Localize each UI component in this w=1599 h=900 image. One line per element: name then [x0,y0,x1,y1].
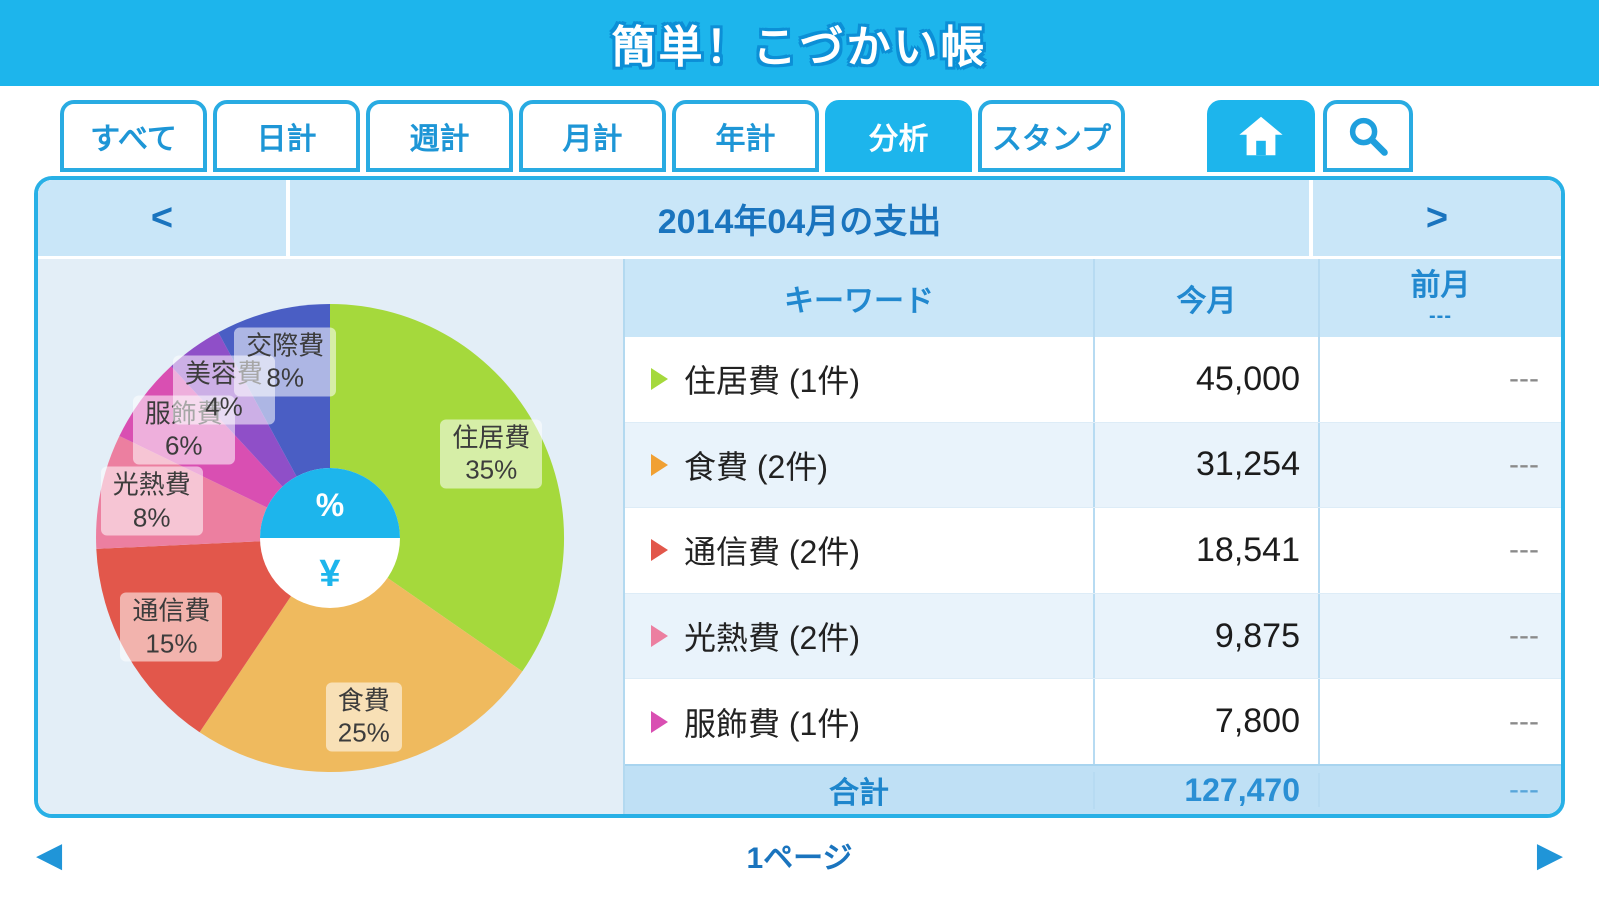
table-row-utilities[interactable]: 光熱費 (2件) 9,875 --- [625,592,1561,679]
col-header-this-month: 今月 [1093,259,1318,337]
tab-stamp[interactable]: スタンプ [978,100,1125,172]
total-label: 合計 [829,777,889,810]
home-icon [1239,116,1283,156]
analysis-panel: < 2014年04月の支出 > % ¥ 住居費 35% 食費 25% 通信費 15% 光熱費 8… [34,176,1565,818]
app-header: 簡単！こづかい帳 [0,0,1599,86]
pie-label-food: 食費 25% [325,682,402,752]
col-header-keyword: キーワード [784,285,934,318]
category-label: 食費 (2件) [684,448,829,485]
pie-slice-food[interactable] [199,538,523,773]
category-cell: 通信費 (2件) [625,508,1093,593]
table-body: 住居費 (1件) 45,000 --- 食費 (2件) 31,254 --- 通信費 (2件… [625,337,1561,764]
yen-toggle-label[interactable]: ¥ [319,553,340,595]
category-label: 通信費 (2件) [684,534,861,571]
search-icon [1349,117,1388,156]
category-label: 服飾費 (1件) [684,705,861,742]
table-row-clothing[interactable]: 服飾費 (1件) 7,800 --- [625,678,1561,764]
next-month-button[interactable]: > [1313,180,1561,256]
tab-home[interactable] [1207,100,1315,172]
category-cell: 食費 (2件) [625,423,1093,508]
table-row-communication[interactable]: 通信費 (2件) 18,541 --- [625,507,1561,593]
category-label: 住居費 (1件) [684,363,861,400]
panel-content: %¥ 住居費35%食費25%通信費15%光熱費8%服飾費6%美容費4%交際費8%… [38,256,1561,814]
last-month-amount: --- [1318,422,1561,508]
last-month-amount: --- [1318,679,1561,764]
this-month-amount: 7,800 [1093,679,1318,764]
table-footer: 合計 127,470 --- [625,764,1561,814]
table-header: キーワード 今月 前月 --- [625,259,1561,337]
this-month-amount: 45,000 [1093,337,1318,422]
last-month-amount: --- [1318,337,1561,422]
tab-weekly[interactable]: 週計 [366,100,513,172]
period-title: 2014年04月の支出 [290,180,1309,256]
total-last-month: --- [1318,773,1561,807]
category-cell: 光熱費 (2件) [625,594,1093,679]
tab-yearly[interactable]: 年計 [672,100,819,172]
category-marker-icon [651,368,668,391]
this-month-amount: 31,254 [1093,422,1318,508]
tab-bar: すべて 日計 週計 月計 年計 分析 スタンプ [60,100,1413,172]
tab-all[interactable]: すべて [60,100,207,172]
prev-page-button[interactable]: ◀ [36,836,63,874]
last-month-amount: --- [1318,593,1561,679]
tab-search[interactable] [1323,100,1413,172]
pie-label-utilities: 光熱費 8% [100,466,203,536]
tab-monthly[interactable]: 月計 [519,100,666,172]
total-this-month: 127,470 [1093,771,1318,809]
table-row-housing[interactable]: 住居費 (1件) 45,000 --- [625,337,1561,422]
pie-chart-svg: %¥ [96,304,565,773]
pie-label-social: 交際費 8% [234,327,337,397]
category-label: 光熱費 (2件) [684,620,861,657]
table-row-food[interactable]: 食費 (2件) 31,254 --- [625,421,1561,508]
pagination: ◀ 1ページ ▶ [0,822,1599,888]
pie-center-top-half [260,468,400,538]
app-title: 簡単！こづかい帳 [611,23,988,72]
tabs: すべて 日計 週計 月計 年計 分析 スタンプ [60,100,1125,172]
period-header: < 2014年04月の支出 > [38,180,1561,256]
category-marker-icon [651,710,668,733]
category-marker-icon [651,539,668,562]
percent-toggle-label[interactable]: % [316,487,344,523]
tab-analysis[interactable]: 分析 [825,100,972,172]
pie-label-housing: 住居費 35% [440,419,543,489]
prev-month-button[interactable]: < [38,180,286,256]
this-month-amount: 9,875 [1093,593,1318,679]
last-month-amount: --- [1318,508,1561,593]
this-month-amount: 18,541 [1093,508,1318,593]
expense-table: キーワード 今月 前月 --- 住居費 (1件) 45,000 --- 食費 (2件)… [623,259,1561,814]
next-page-button[interactable]: ▶ [1536,836,1563,874]
pie-label-communication: 通信費 15% [120,592,223,662]
tab-daily[interactable]: 日計 [213,100,360,172]
category-marker-icon [651,453,668,476]
col-header-last-month: 前月 --- [1318,259,1561,337]
category-cell: 住居費 (1件) [625,337,1093,422]
page-indicator: 1ページ [746,842,853,875]
category-marker-icon [651,625,668,648]
category-cell: 服飾費 (1件) [625,679,1093,764]
